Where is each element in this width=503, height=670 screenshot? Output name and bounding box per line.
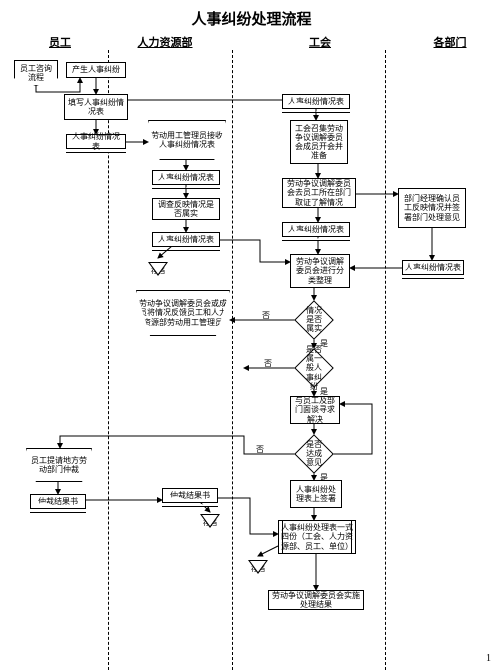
node-d_emp_res: 仲裁结果书 <box>30 494 86 508</box>
node-n_start: 产生人事纠纷 <box>66 62 126 78</box>
edge-label: 否 <box>256 444 264 455</box>
node-d_un_form1: 人事纠纷情况表 <box>282 94 350 108</box>
edge-label: 否 <box>262 310 270 321</box>
lane-header-emp: 员工 <box>20 34 100 50</box>
node-n_un_sign: 人事纠纷处理表上签署 <box>290 480 342 508</box>
node-n_un_4copy: 人事纠纷处理表一式四份（工会、人力资源部、员工、单位） <box>278 520 356 554</box>
lane-header-dept: 各部门 <box>410 34 490 50</box>
node-n_dept_opin: 部门经理确认员工反映情况并签署部门处理意见 <box>398 188 466 228</box>
node-n_un_analy: 劳动争议调解委员会进行分类整理 <box>290 254 350 288</box>
edge-label: 是 <box>320 472 328 483</box>
lane-header-hr: 人力资源部 <box>125 34 205 50</box>
lane-divider <box>385 50 386 670</box>
lane-divider <box>232 50 233 670</box>
node-t_hr_arch1 <box>148 262 168 276</box>
node-dec_common: 是否属一般人事纠纷 <box>294 348 334 388</box>
node-d_hr_form1: 人事纠纷情况表 <box>152 170 220 184</box>
node-d_emp_form1: 人事纠纷情况表 <box>66 134 126 148</box>
node-t_un_arch <box>248 560 268 574</box>
node-d_un_form2: 人事纠纷情况表 <box>282 222 350 236</box>
node-dec_agree: 是否达成意见 <box>294 434 334 474</box>
node-t_hr_arch2 <box>200 514 220 528</box>
edge-label: 是 <box>320 338 328 349</box>
node-n_fill: 填写人事纠纷情况表 <box>64 94 128 120</box>
edge-label: 否 <box>264 358 272 369</box>
node-d_hr_form2: 人事纠纷情况表 <box>152 232 220 246</box>
node-n_un_know: 劳动争议调解委员会去员工所在部门取证了解情况 <box>282 178 356 208</box>
node-n_un_meet: 工会召集劳动争议调解委员会成员开会并准备 <box>290 120 348 164</box>
node-n_off_emp: 员工咨询流程 <box>14 60 58 86</box>
node-n_hr_inv: 调查反映情况是否属实 <box>152 198 220 220</box>
node-dec_true: 情况是否属实 <box>294 300 334 340</box>
node-n_emp_arb: 员工提请地方劳动部门仲裁 <box>26 448 92 482</box>
node-n_hr_recv: 劳动用工管理员接收人事纠纷情况表 <box>148 120 226 160</box>
node-n_un_talk: 与员工及部门面谈寻求解决 <box>290 396 340 424</box>
node-d_hr_res: 仲裁结果书 <box>162 488 218 502</box>
node-n_hr_fb: 劳动争议调解委员会或成员将情况反馈员工和人力资源部劳动用工管理员 <box>136 290 230 336</box>
page-number: 1 <box>486 653 491 664</box>
node-d_dept_form: 人事纠纷情况表 <box>402 260 464 274</box>
page-title: 人事纠纷处理流程 <box>0 8 503 29</box>
edge-label: 是 <box>320 386 328 397</box>
lane-header-union: 工会 <box>280 34 360 50</box>
node-n_un_impl: 劳动争议调解委员会实施处理结果 <box>268 590 364 610</box>
